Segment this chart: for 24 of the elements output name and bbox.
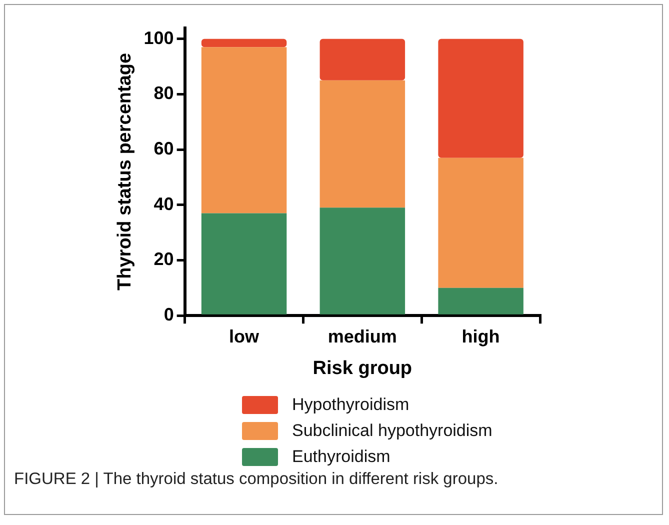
bar	[320, 80, 406, 208]
bar	[201, 213, 287, 314]
x-tick-label: high	[462, 326, 500, 346]
legend-label: Euthyroidism	[292, 447, 390, 467]
bar	[438, 38, 524, 158]
y-tick-label: 20	[154, 249, 174, 270]
legend-label: Subclinical hypothyroidism	[292, 421, 492, 441]
x-axis-title: Risk group	[312, 358, 412, 379]
caption: FIGURE 2 | The thyroid status composition in different risk groups.	[14, 470, 500, 489]
y-tick-label: 40	[154, 194, 174, 214]
y-axis-title: Thyroid status percentage	[114, 52, 136, 290]
bar	[201, 38, 287, 48]
x-tick-label: low	[229, 326, 260, 346]
bar	[438, 158, 524, 288]
bar	[320, 208, 406, 314]
legend-label: Hypothyroidism	[292, 395, 410, 415]
y-tick-label: 100	[144, 28, 174, 48]
y-tick-label: 80	[154, 83, 174, 104]
x-tick-label: medium	[328, 326, 397, 346]
bar	[320, 38, 406, 80]
y-tick-label: 0	[164, 304, 174, 325]
bar	[438, 288, 524, 314]
y-tick-label: 60	[154, 138, 174, 159]
bar	[201, 47, 287, 214]
